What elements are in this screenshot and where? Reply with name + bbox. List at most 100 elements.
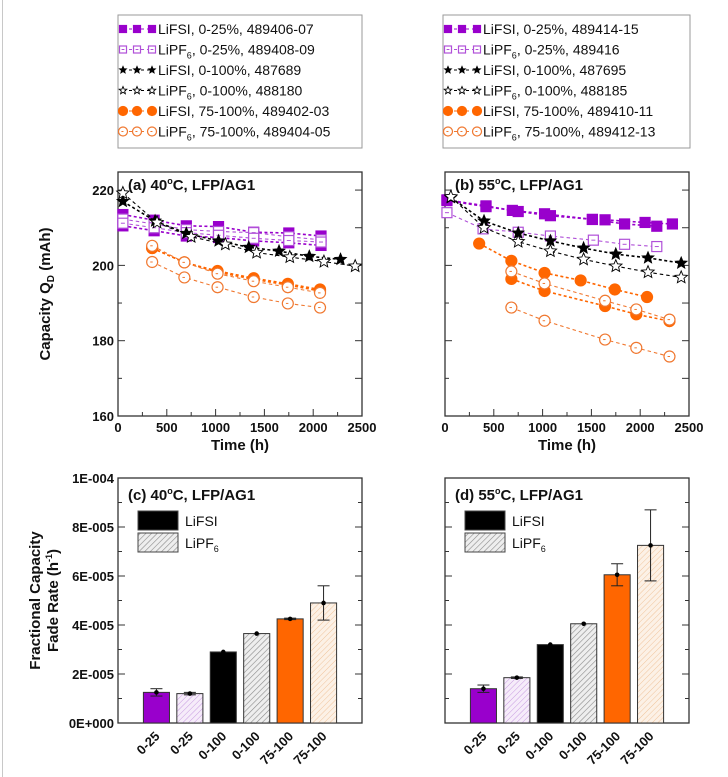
legend-rest: , 0-25%, 489416	[517, 42, 620, 58]
legend-marker-icon	[146, 105, 158, 117]
legend-label: LiFSI, 75-100%, 489402-03	[158, 103, 329, 119]
legend-swatch-hatched	[137, 532, 179, 553]
data-point	[272, 243, 286, 257]
data-point	[480, 200, 492, 212]
data-point	[538, 266, 551, 280]
legend-item: LiFSI, 75-100%, 489410-11	[442, 103, 653, 119]
mean-point	[321, 600, 326, 606]
bar	[310, 602, 338, 724]
legend-rest: , 75-100%, 489412-13	[517, 124, 656, 140]
x-category-label: 75-100	[257, 729, 296, 768]
legend-item: LiPF6, 0-25%, 489408-09	[118, 42, 315, 61]
legend-rest: , 75-100%, 489402-03	[191, 103, 330, 119]
x-tick-label: 0	[441, 420, 448, 435]
data-point	[473, 237, 486, 250]
x-axis-title: Time (h)	[211, 437, 269, 454]
panel-title-degree: o	[495, 176, 501, 186]
y-tick-label: 180	[92, 334, 114, 349]
legend-subscript: 6	[187, 92, 192, 102]
legend-swatch-solid	[464, 510, 506, 531]
x-category-label: 0-25	[461, 729, 490, 758]
legend-marker-icon	[472, 85, 482, 95]
data-point	[443, 189, 459, 204]
legend-electrolyte: LiPF	[158, 124, 187, 140]
x-category-label: 75-100	[617, 729, 656, 768]
legend-label: LiPF6	[512, 535, 546, 554]
data-point	[218, 236, 233, 251]
legend-marker-icon	[457, 65, 467, 74]
legend-label: LiFSI, 0-25%, 489414-15	[483, 21, 639, 37]
legend-marker-icon	[457, 24, 467, 34]
panel-title-prefix: (c) 40	[128, 487, 167, 504]
data-point	[476, 220, 492, 234]
data-point	[183, 229, 199, 243]
legend-box	[442, 14, 691, 149]
panel-title: (d) 55oC, LFP/AG1	[455, 486, 583, 504]
panel-title: (b) 55oC, LFP/AG1	[455, 176, 583, 194]
data-point	[666, 218, 679, 230]
y-tick-label: 160	[92, 409, 114, 424]
data-point	[510, 233, 526, 248]
bar	[469, 688, 497, 724]
series-line	[122, 192, 356, 267]
panel-title-degree: o	[495, 486, 501, 496]
data-point	[543, 243, 558, 258]
data-point	[586, 213, 598, 226]
series-star-open	[443, 189, 689, 284]
legend-marker-icon	[443, 65, 453, 74]
x-category-label: 0-25	[134, 729, 163, 758]
series-line	[450, 196, 682, 264]
bar	[142, 691, 170, 724]
data-point	[249, 244, 264, 259]
data-point	[576, 251, 591, 266]
legend-swatch-hatched	[464, 532, 506, 553]
legend-label: LiPF6, 0-100%, 488185	[483, 83, 628, 102]
legend-swatch-solid	[137, 510, 179, 531]
panel-title-degree: o	[167, 486, 173, 496]
chart-c: 0E+000 2E-005 4E-005 6E-005 8E-005 1E-004 Frac…	[27, 471, 363, 768]
series-circle-open	[146, 239, 327, 299]
data-point	[618, 218, 631, 230]
data-point	[574, 274, 587, 287]
y-axis-title-line2: Fade Rate (h-1)	[44, 549, 62, 652]
y-axis-title: Capacity QD (mAh)	[37, 227, 57, 360]
legend-label-sub: 6	[541, 544, 546, 554]
series-line	[511, 278, 670, 322]
x-tick-label: 2000	[299, 420, 328, 435]
data-point	[512, 205, 524, 218]
legend-label: LiFSI, 0-100%, 487695	[483, 62, 626, 78]
legend-electrolyte: LiPF	[483, 42, 512, 58]
legend-label: LiFSI, 0-100%, 487689	[158, 62, 301, 78]
x-axis-title: Time (h)	[538, 437, 596, 454]
y-tick-label: 8E-005	[72, 520, 114, 535]
legend-label: LiPF6, 0-25%, 489416	[483, 42, 620, 61]
data-point	[282, 249, 298, 264]
mean-point	[581, 621, 587, 627]
legend-label-sub: 6	[214, 544, 219, 554]
mean-point	[254, 631, 260, 636]
data-point	[640, 264, 656, 279]
legend-label-main: LiFSI	[512, 513, 545, 529]
data-point	[608, 258, 624, 273]
legend-subscript: 6	[187, 51, 192, 61]
bar	[603, 574, 631, 724]
mean-point	[514, 675, 520, 680]
data-point	[115, 194, 130, 208]
chart-a: 0 500 1000 1500 2000 2500 160 180 200 220 Time (h)…	[37, 171, 376, 454]
y-tick-label: 1E-004	[72, 471, 115, 486]
legend-rest: , 0-25%, 489408-09	[192, 42, 315, 58]
legend-subscript: 6	[512, 133, 517, 143]
legend-marker-icon	[472, 24, 482, 34]
panel-title-suffix: C, LFP/AG1	[173, 487, 256, 504]
series-circle-open	[146, 255, 327, 314]
legend-marker-icon	[472, 65, 482, 74]
legend-item: LiFSI, 0-100%, 487695	[443, 62, 626, 78]
legend-label: LiFSI	[185, 513, 218, 529]
data-point	[505, 254, 518, 267]
legend-marker-icon	[147, 85, 157, 95]
legend-marker-icon	[457, 85, 467, 95]
bar	[209, 651, 237, 724]
legend-label: LiFSI	[512, 513, 545, 529]
mean-point	[648, 543, 653, 548]
legend-label: LiPF6	[185, 535, 219, 554]
